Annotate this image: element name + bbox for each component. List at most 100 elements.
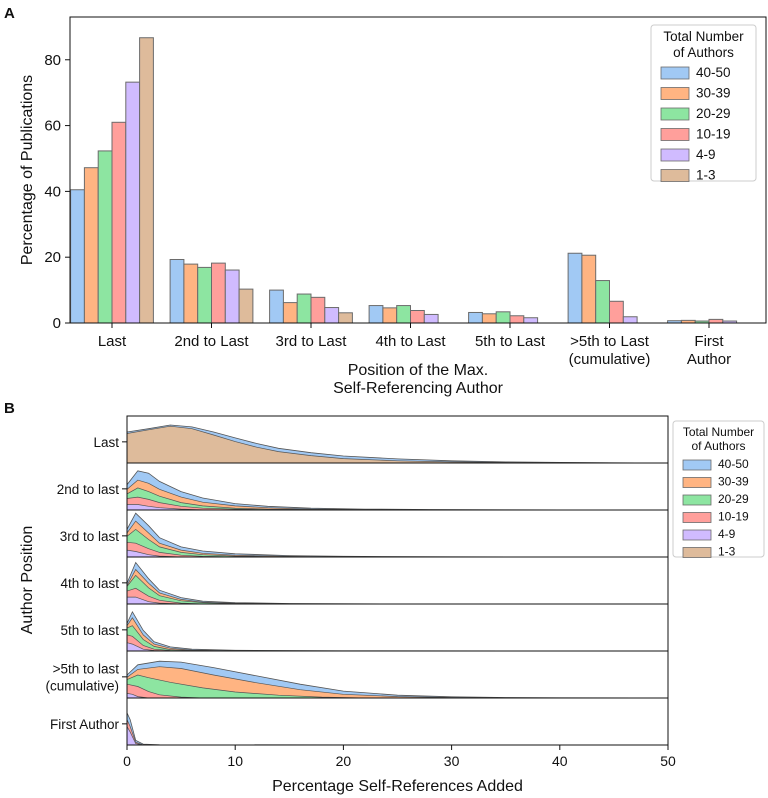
bar-4th-4-9 (423, 313, 439, 324)
a-legend-frame (650, 24, 757, 182)
bar-2nd-40-50 (169, 258, 185, 324)
bar-last-4-9 (125, 81, 141, 324)
ridge-row: >5th to last (cumulative) (45, 660, 669, 699)
bars-group: Last 2nd to Last 3rd to Last 4th to Last 5th… (70, 37, 738, 368)
b-legend-swatch (682, 547, 712, 558)
x-tick-label: 3rd to Last (276, 333, 348, 350)
bar-last-1-3 (139, 37, 154, 324)
bar-5th-4-9 (523, 317, 539, 324)
y-tick-label-b: >5th to last (53, 661, 120, 676)
bar-3rd-20-29 (296, 293, 312, 324)
x-tick-label: Last (98, 333, 127, 350)
x-tick-label: 4th to Last (375, 333, 446, 350)
ridge-area-30-39 (126, 617, 344, 652)
bar-2nd-1-3 (238, 288, 254, 324)
ridge-area-40-50 (126, 712, 669, 746)
bar-4th-20-29 (396, 305, 412, 324)
bar-5th-10-19 (509, 315, 525, 324)
x-axis-title-a: Self-Referencing Author (333, 380, 504, 397)
x-tick-label: Author (687, 351, 731, 368)
ridge-row: 5th to last (60, 610, 668, 652)
x-tick-label-b: 20 (336, 753, 352, 769)
x-tick-label-b: 30 (444, 753, 460, 769)
ridge-area-40-50 (126, 512, 620, 558)
b-legend-swatch (682, 512, 712, 523)
b-legend-label: 1-3 (718, 545, 736, 559)
b-legend-swatch (682, 459, 712, 471)
y-tick-label-b: 2nd to last (57, 482, 120, 497)
bar-first-10-19 (708, 318, 724, 324)
a-legend-swatch (660, 169, 690, 182)
a-legend-swatch (660, 128, 690, 141)
b-legend-label: 4-9 (718, 527, 736, 541)
plot-b-frame (126, 415, 669, 746)
a-legend-title: Total Number (663, 29, 744, 44)
y-axis-title-b: Author Position (19, 526, 36, 635)
b-legend-swatch (682, 477, 712, 488)
ridge-area-40-50 (126, 610, 652, 652)
b-legend-label: 10-19 (718, 510, 749, 524)
b-legend-label: 30-39 (718, 475, 749, 489)
bar-last-10-19 (111, 121, 127, 324)
b-legend-frame (672, 420, 765, 558)
x-tick-label: First (694, 333, 724, 350)
ridge-row: 2nd to last (57, 470, 668, 511)
a-legend-swatch (660, 66, 690, 80)
bar-gt5-30-39 (581, 254, 597, 324)
a-legend-label: 20-29 (696, 106, 731, 121)
y-tick-label: 20 (44, 249, 61, 266)
y-tick-label: 40 (44, 183, 61, 200)
y-tick-label-b: 5th to last (60, 623, 119, 638)
a-legend-title: of Authors (673, 45, 734, 60)
bar-2nd-30-39 (183, 263, 199, 324)
bar-2nd-4-9 (224, 269, 240, 324)
plot-a-frame (69, 16, 767, 324)
bar-4th-30-39 (382, 307, 398, 324)
ridge-row: 4th to last (60, 561, 668, 605)
ridge-row: First Author (50, 712, 669, 746)
a-legend-swatch (660, 107, 690, 121)
bar-4th-10-19 (410, 309, 425, 324)
bar-gt5-10-19 (609, 300, 624, 324)
ridge-row: 3rd to last (60, 512, 668, 558)
a-legend-label: 30-39 (696, 86, 731, 101)
y-tick-label: 80 (44, 52, 61, 69)
a-legend-label: 10-19 (696, 127, 731, 142)
b-legend-swatch (682, 494, 712, 506)
x-tick-label-b: 50 (660, 753, 676, 769)
x-tick-label-b: 10 (227, 753, 243, 769)
a-legend-swatch (660, 148, 690, 162)
a-legend-swatch (660, 87, 690, 100)
bar-3rd-40-50 (269, 289, 284, 324)
panel-label-a: A (4, 5, 15, 22)
x-tick-label-b: 40 (552, 753, 568, 769)
bar-5th-40-50 (468, 311, 483, 324)
ridges-group: Last 2nd to last 3rd to last 4th to last 5th… (45, 424, 669, 746)
b-legend-swatch (682, 529, 712, 541)
bar-4th-40-50 (368, 305, 384, 324)
panel-label-b: B (4, 400, 15, 417)
y-tick-label-b: 4th to last (60, 576, 119, 591)
bar-3rd-30-39 (282, 302, 298, 324)
y-tick-label: 0 (53, 315, 61, 332)
y-tick-label-b: 3rd to last (60, 529, 120, 544)
y-tick-label-b: Last (93, 435, 119, 450)
x-tick-label: 2nd to Last (174, 333, 249, 350)
ridge-row: Last (93, 424, 669, 464)
b-legend-title: of Authors (691, 439, 745, 453)
bar-5th-20-29 (495, 311, 511, 324)
a-legend-label: 4-9 (696, 147, 716, 162)
bar-3rd-10-19 (310, 296, 326, 324)
b-legend-label: 40-50 (718, 457, 749, 471)
x-tick-label-b: 0 (123, 753, 131, 769)
y-tick-label-b: First Author (50, 717, 120, 732)
a-legend-label: 40-50 (696, 65, 731, 80)
x-tick-label: >5th to Last (570, 333, 650, 350)
b-legend-label: 20-29 (718, 492, 749, 506)
bar-2nd-20-29 (197, 266, 212, 324)
bar-last-40-50 (70, 189, 85, 324)
bar-gt5-20-29 (595, 280, 611, 324)
